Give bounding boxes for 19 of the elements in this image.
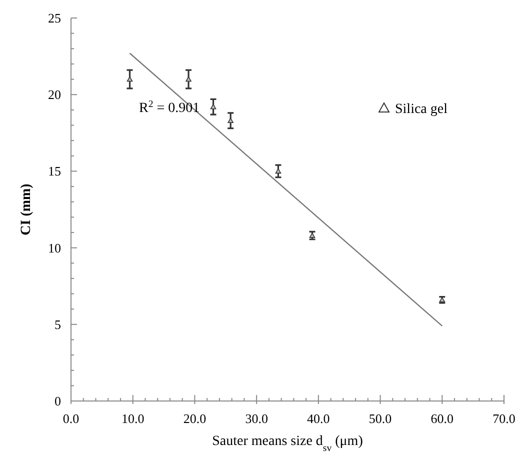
y-tick-label: 20 bbox=[48, 87, 61, 102]
y-axis-title: CI (mm) bbox=[19, 183, 34, 236]
x-axis-title: Sauter means size d$_{sv}$ (μm) bbox=[212, 434, 364, 454]
y-tick-label: 0 bbox=[54, 394, 61, 408]
y-tick-label: 10 bbox=[48, 240, 61, 256]
x-tick-label: 0.0 bbox=[62, 411, 80, 426]
y-tick-label: 5 bbox=[54, 316, 61, 332]
y-tick-label: 25 bbox=[48, 10, 61, 26]
x-tick-label: 30.0 bbox=[245, 411, 268, 426]
x-tick-label: 70.0 bbox=[492, 411, 516, 426]
y-tick-label: 15 bbox=[48, 164, 61, 179]
x-tick-label: 40.0 bbox=[307, 411, 330, 426]
x-tick-label: 60.0 bbox=[430, 411, 454, 426]
legend-label: Silica gel bbox=[395, 102, 448, 117]
point bbox=[228, 118, 234, 124]
x-tick-label: 20.0 bbox=[183, 411, 206, 426]
x-tick-label: 50.0 bbox=[368, 411, 392, 426]
x-tick-label: 10.0 bbox=[121, 411, 144, 426]
annotation: R$^{2}$ = 0.901 bbox=[139, 98, 200, 116]
